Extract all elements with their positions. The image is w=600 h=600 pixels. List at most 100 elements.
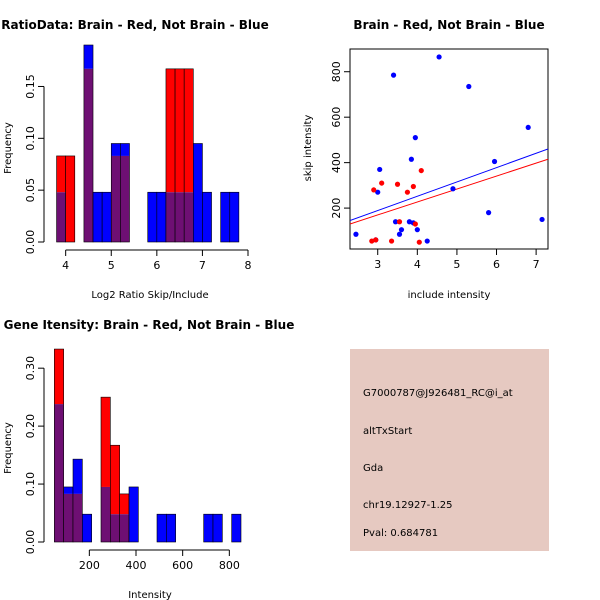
intensity-hist-bar-outline-2 [72,458,83,543]
intensity-hist-bar-blue-3 [82,514,92,542]
ratio-hist-bar-overlap-12 [165,192,176,242]
scatter-point-red-8 [410,183,416,190]
ratio-histogram-title: RatioData: Brain - Red, Not Brain - Blue [1,18,268,32]
intensity-histogram-xlabel: Intensity [128,590,172,600]
info-panel-background [350,349,549,551]
intensity-histogram-title: Gene Itensity: Brain - Red, Not Brain - … [4,318,295,332]
scatter-point-blue-18 [491,158,498,165]
scatter-point-blue-14 [436,54,442,60]
scatter-point-blue-13 [424,238,430,244]
intensity-hist-x-tick-label-3: 800 [219,559,240,572]
intensity-hist-bar-outline-0 [54,348,64,543]
intensity-histogram-axes: 200 400 600 800 0.00 0.10 0.20 0.30 [24,356,240,572]
intensity-hist-y-tick-label-3: 0.30 [24,356,37,381]
intensity-hist-bar-red-0 [54,349,64,405]
scatter-y-tick-label-0: 200 [330,198,343,219]
ratio-hist-bar-blue-5 [102,192,112,242]
scatter-point-blue-6 [396,231,403,237]
scatter-point-red-7 [404,189,411,195]
scatter-x-tick-label-2: 5 [453,258,460,271]
ratio-hist-y-tick-label-1: 0.05 [24,178,37,203]
ratio-hist-y-tick-label-0: 0.00 [24,230,37,255]
ratio-hist-bar-outline-1 [65,155,76,243]
scatter-points [353,54,545,245]
scatter-trend-lines [350,148,548,225]
scatter-panel: Brain - Red, Not Brain - Blue include in… [303,18,549,301]
intensity-hist-bar-blue-17 [213,514,223,542]
intensity-hist-bar-red-5 [101,397,111,487]
scatter-title: Brain - Red, Not Brain - Blue [353,18,544,32]
intensity-hist-bar-outline-17 [212,513,223,543]
scatter-x-tick-label-3: 6 [493,258,500,271]
scatter-point-red-2 [373,237,379,243]
intensity-hist-bar-blue-11 [157,514,167,542]
scatter-x-tick-label-0: 3 [374,258,381,271]
ratio-hist-x-tick-label-2: 6 [153,259,160,272]
scatter-x-tick-label-4: 7 [533,258,540,271]
intensity-hist-bar-overlap-2 [73,493,83,542]
ratio-hist-bar-red-1 [65,155,75,242]
scatter-point-blue-11 [412,135,418,141]
intensity-hist-bar-overlap-6 [110,514,120,542]
scatter-trend-blue [350,148,548,222]
intensity-hist-bar-outline-12 [166,513,176,543]
scatter-point-blue-17 [486,210,492,216]
ratio-hist-bar-overlap-14 [184,192,194,242]
ratio-hist-bar-red-14 [184,68,194,193]
ratio-hist-bar-overlap-0 [56,192,66,242]
ratio-hist-bar-overlap-7 [120,155,130,242]
scatter-point-red-1 [371,187,377,193]
intensity-hist-y-tick-label-2: 0.20 [24,414,37,439]
scatter-point-red-10 [416,239,422,245]
ratio-hist-x-tick-label-1: 5 [108,259,115,272]
scatter-point-blue-3 [377,166,383,173]
scatter-point-red-0 [369,238,375,244]
scatter-point-blue-16 [466,83,472,90]
ratio-hist-bar-blue-19 [229,192,239,242]
scatter-point-red-11 [418,167,424,174]
intensity-histogram-ylabel: Frequency [3,422,14,474]
intensity-hist-bar-blue-1 [63,486,73,494]
intensity-hist-x-tick-label-1: 400 [126,559,147,572]
ratio-histogram-ylabel: Frequency [3,122,14,174]
scatter-xlabel: include intensity [408,290,491,301]
scatter-point-red-6 [396,219,403,225]
ratio-hist-bar-blue-6 [111,143,121,156]
scatter-point-blue-2 [375,189,381,195]
scatter-point-blue-7 [398,227,405,233]
ratio-hist-bar-blue-16 [202,192,212,242]
intensity-hist-y-tick-label-1: 0.10 [24,472,37,497]
info-pval: Pval: 0.684781 [363,528,438,539]
ratio-hist-x-tick-label-3: 7 [199,259,206,272]
scatter-axes: 3 4 5 6 7 200 400 600 800 [330,48,549,271]
intensity-hist-bar-red-7 [119,493,129,515]
ratio-histogram-panel: RatioData: Brain - Red, Not Brain - Blue… [1,18,268,301]
ratio-hist-bar-blue-18 [220,192,230,242]
scatter-x-tick-label-1: 4 [414,258,421,271]
ratio-hist-bar-blue-3 [83,45,94,69]
intensity-hist-bar-overlap-1 [63,493,73,542]
intensity-hist-bar-blue-16 [203,514,213,542]
intensity-hist-x-tick-label-2: 600 [172,559,193,572]
intensity-hist-bar-outline-19 [231,513,242,543]
info-probe-id: G7000787@J926481_RC@i_at [363,388,513,399]
ratio-hist-bar-blue-7 [120,143,130,156]
ratio-hist-x-tick-label-0: 4 [62,259,69,272]
ratio-hist-x-tick-label-4: 8 [245,259,252,272]
scatter-point-red-9 [412,221,418,227]
intensity-hist-bar-blue-12 [166,514,176,542]
intensity-hist-bar-outline-3 [82,513,92,543]
intensity-histogram-bars [54,348,242,543]
ratio-hist-bar-outline-7 [120,143,130,243]
ratio-hist-bar-outline-16 [202,191,212,243]
scatter-ylabel: skip intensity [303,115,314,182]
intensity-hist-bar-outline-8 [128,486,139,543]
ratio-hist-bar-blue-15 [193,143,203,242]
scatter-point-blue-20 [539,216,545,223]
scatter-y-tick-label-3: 800 [330,61,343,82]
intensity-histogram-panel: Gene Itensity: Brain - Red, Not Brain - … [3,318,294,600]
intensity-hist-bar-blue-19 [231,514,241,542]
scatter-point-red-3 [379,180,385,186]
scatter-point-blue-19 [525,124,531,131]
